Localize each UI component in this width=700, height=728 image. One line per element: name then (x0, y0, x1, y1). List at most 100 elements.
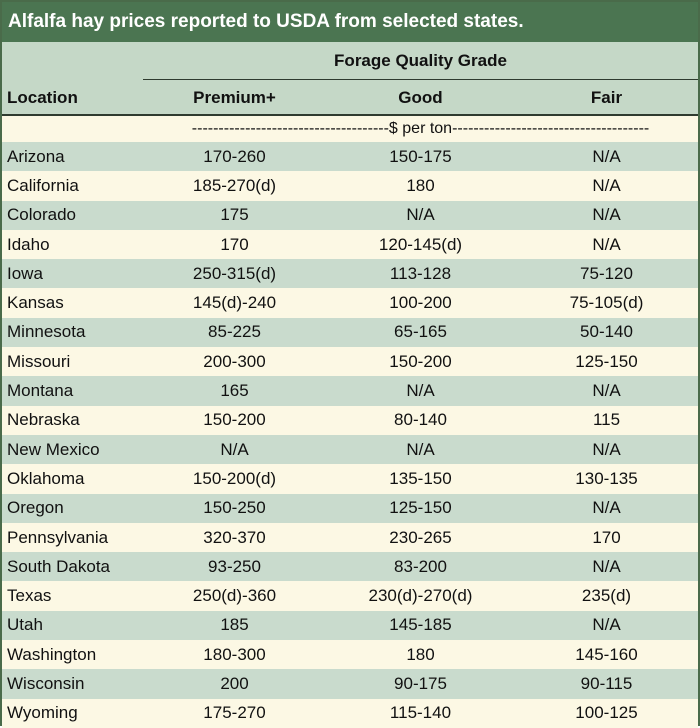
location-cell: Arizona (7, 146, 65, 166)
location-cell: Kansas (7, 293, 64, 313)
good-cell: 150-175 (389, 146, 452, 166)
premium-cell: 200 (220, 673, 249, 693)
table-row: Wisconsin 200 90-175 90-115 (2, 669, 698, 699)
premium-cell: 250(d)-360 (192, 586, 277, 606)
location-column-header: Location (7, 88, 78, 107)
table-row: California 185-270(d) 180 N/A (2, 171, 698, 201)
good-cell: 150-200 (389, 351, 452, 371)
table-row: Kansas 145(d)-240 100-200 75-105(d) (2, 288, 698, 318)
fair-cell: N/A (592, 205, 621, 225)
location-cell: Idaho (7, 234, 50, 254)
location-cell: Missouri (7, 351, 71, 371)
fair-cell: 100-125 (575, 703, 638, 723)
good-cell: 120-145(d) (378, 234, 463, 254)
location-cell: Oregon (7, 498, 64, 518)
good-cell: 90-175 (394, 673, 447, 693)
good-cell: 135-150 (389, 468, 452, 488)
premium-cell: 175 (220, 205, 249, 225)
location-cell: Pennsylvania (7, 527, 109, 547)
location-cell: Wisconsin (7, 673, 85, 693)
location-cell: Texas (7, 586, 52, 606)
table-row: Colorado 175 N/A N/A (2, 200, 698, 230)
premium-cell: 175-270 (203, 703, 266, 723)
fair-cell: N/A (592, 498, 621, 518)
table-row: Oklahoma 150-200(d) 135-150 130-135 (2, 464, 698, 494)
good-cell: 125-150 (389, 498, 452, 518)
good-cell: 230-265 (389, 527, 452, 547)
fair-cell: N/A (592, 234, 621, 254)
fair-cell: N/A (592, 175, 621, 195)
premium-cell: 85-225 (208, 322, 261, 342)
location-cell: Nebraska (7, 410, 80, 430)
location-cell: Wyoming (7, 703, 78, 723)
good-cell: N/A (406, 439, 435, 459)
table-row: Wyoming 175-270 115-140 100-125 (2, 698, 698, 728)
table-row: New Mexico N/A N/A N/A (2, 434, 698, 465)
premium-cell: 200-300 (203, 351, 266, 371)
table-row: Arizona 170-260 150-175 N/A (2, 142, 698, 172)
good-cell: 83-200 (394, 556, 447, 576)
fair-cell: 75-105(d) (569, 293, 644, 313)
location-cell: Colorado (7, 205, 76, 225)
table-row: Oregon 150-250 125-150 N/A (2, 493, 698, 523)
fair-cell: 50-140 (580, 322, 633, 342)
table-row: Texas 250(d)-360 230(d)-270(d) 235(d) (2, 581, 698, 611)
good-cell: N/A (406, 205, 435, 225)
premium-cell: 170 (220, 234, 249, 254)
premium-cell: 320-370 (203, 527, 266, 547)
table-row: Minnesota 85-225 65-165 50-140 (2, 317, 698, 348)
price-table: Arizona 170-260 150-175 N/A California 185-27… (2, 142, 698, 728)
good-cell: 115-140 (389, 703, 452, 723)
table-row: Washington 180-300 180 145-160 (2, 640, 698, 670)
fair-cell: N/A (592, 381, 621, 401)
good-column-header: Good (398, 88, 443, 107)
fair-cell: 125-150 (575, 351, 638, 371)
table-row: Montana 165 N/A N/A (2, 376, 698, 406)
table-row: South Dakota 93-250 83-200 N/A (2, 552, 698, 582)
table-header: Forage Quality Grade Location Premium+ G… (2, 42, 698, 116)
premium-cell: 150-200(d) (192, 468, 277, 488)
good-cell: 65-165 (394, 322, 447, 342)
premium-cell: 185-270(d) (192, 175, 277, 195)
location-cell: Minnesota (7, 322, 86, 342)
unit-label-row: -------------------------------------$ p… (2, 116, 698, 142)
premium-cell: 145(d)-240 (192, 293, 277, 313)
premium-cell: 170-260 (203, 146, 266, 166)
premium-cell: 93-250 (208, 556, 261, 576)
premium-cell: 165 (220, 381, 249, 401)
table-row: Nebraska 150-200 80-140 115 (2, 405, 698, 435)
table-row: Missouri 200-300 150-200 125-150 (2, 347, 698, 377)
premium-cell: 250-315(d) (192, 263, 277, 283)
fair-cell: N/A (592, 556, 621, 576)
table-title: Alfalfa hay prices reported to USDA from… (2, 2, 698, 42)
fair-cell: N/A (592, 439, 621, 459)
location-cell: Utah (7, 615, 43, 635)
table-row: Idaho 170 120-145(d) N/A (2, 229, 698, 260)
fair-cell: 90-115 (580, 673, 633, 693)
table-row: Utah 185 145-185 N/A (2, 610, 698, 641)
premium-cell: 185 (220, 615, 249, 635)
good-cell: 180 (406, 644, 435, 664)
good-cell: 145-185 (389, 615, 452, 635)
table-row: Pennsylvania 320-370 230-265 170 (2, 522, 698, 553)
premium-cell: 150-200 (203, 410, 266, 430)
fair-cell: 130-135 (575, 468, 638, 488)
fair-cell: 170 (592, 527, 621, 547)
good-cell: 80-140 (394, 410, 447, 430)
premium-cell: N/A (220, 439, 249, 459)
fair-cell: N/A (592, 146, 621, 166)
fair-column-header: Fair (590, 88, 623, 107)
location-cell: Oklahoma (7, 468, 85, 488)
good-cell: 100-200 (389, 293, 452, 313)
location-cell: South Dakota (7, 556, 111, 576)
good-cell: 113-128 (389, 263, 452, 283)
location-cell: Washington (7, 644, 97, 664)
good-cell: 230(d)-270(d) (368, 586, 473, 606)
good-cell: N/A (406, 381, 435, 401)
premium-cell: 150-250 (203, 498, 266, 518)
forage-quality-grade-header: Forage Quality Grade (143, 42, 698, 80)
good-cell: 180 (406, 175, 435, 195)
location-cell: California (7, 175, 79, 195)
fair-cell: 145-160 (575, 644, 638, 664)
